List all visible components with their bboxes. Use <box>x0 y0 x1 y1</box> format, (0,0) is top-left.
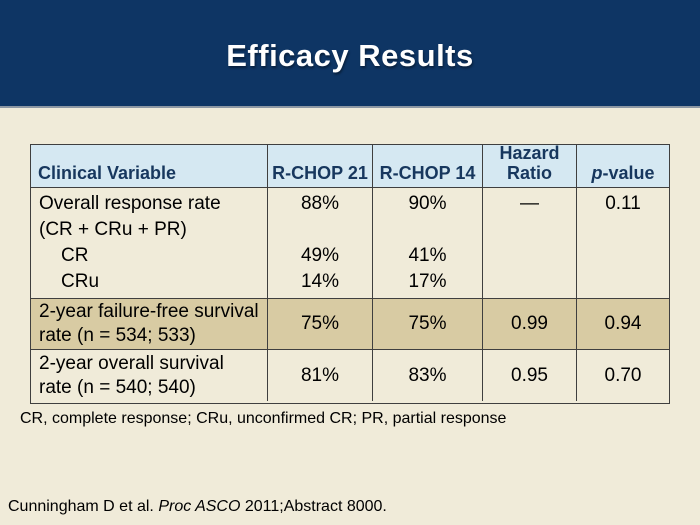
cell-ffs-rchop21: 75% <box>268 299 373 350</box>
table-row-overall-survival: 2-year overall survival rate (n = 540; 54… <box>31 350 669 401</box>
cr-rchop14: 41% <box>408 245 447 266</box>
header-p-value: p-value <box>577 145 669 188</box>
orr-hazard-ratio: — <box>520 193 539 214</box>
cell-orr-p-value: 0.11 <box>577 188 669 299</box>
cru-rchop14: 17% <box>408 271 447 292</box>
header-label: Clinical Variable <box>38 163 177 183</box>
os-rchop14: 83% <box>408 364 447 386</box>
cell-os-label: 2-year overall survival rate (n = 540; 54… <box>31 350 268 401</box>
ffs-rchop14: 75% <box>408 313 447 334</box>
cell-ffs-label: 2-year failure-free survival rate (n = 53… <box>31 299 268 350</box>
ffs-p-value: 0.94 <box>604 313 642 334</box>
os-p-value: 0.70 <box>604 364 642 386</box>
os-hazard-ratio: 0.95 <box>511 364 548 386</box>
table-header-row: Clinical Variable R-CHOP 21 R-CHOP 14 Ha… <box>31 145 669 188</box>
citation-journal: Proc ASCO <box>158 498 241 515</box>
header-rchop21: R-CHOP 21 <box>268 145 373 188</box>
cell-os-rchop21: 81% <box>268 350 373 401</box>
cell-ffs-rchop14: 75% <box>373 299 483 350</box>
title-band: Efficacy Results <box>0 0 700 108</box>
citation-prefix: Cunningham D et al. <box>8 498 159 515</box>
header-hazard-ratio: Hazard Ratio <box>483 145 577 188</box>
cell-ffs-p-value: 0.94 <box>577 299 669 350</box>
ffs-hazard-ratio: 0.99 <box>511 313 548 334</box>
table-row-failure-free-survival: 2-year failure-free survival rate (n = 53… <box>31 299 669 350</box>
header-label: R-CHOP 21 <box>272 163 368 183</box>
header-label: Hazard Ratio <box>499 145 560 183</box>
citation-suffix: 2011;Abstract 8000. <box>240 498 387 515</box>
cell-os-p-value: 0.70 <box>577 350 669 401</box>
p-italic: p <box>591 163 603 183</box>
citation: Cunningham D et al. Proc ASCO 2011;Abstr… <box>8 498 387 516</box>
cell-os-hazard-ratio: 0.95 <box>483 350 577 401</box>
cr-rchop21: 49% <box>300 245 340 266</box>
slide-title: Efficacy Results <box>226 38 474 73</box>
os-label-line1: 2-year overall survival <box>39 352 224 374</box>
os-rchop21: 81% <box>300 364 340 386</box>
orr-label-cru: CRu <box>61 271 100 292</box>
p-rest: -value <box>602 163 655 183</box>
table-row-overall-response: Overall response rate (CR + CRu + PR) CR… <box>31 188 669 299</box>
cell-orr-label: Overall response rate (CR + CRu + PR) CR… <box>31 188 268 299</box>
os-label-line2: rate (n = 540; 540) <box>39 376 196 398</box>
cell-ffs-hazard-ratio: 0.99 <box>483 299 577 350</box>
cell-orr-rchop14: 90% 41% 17% <box>373 188 483 299</box>
header-clinical-variable: Clinical Variable <box>31 145 268 188</box>
cru-rchop21: 14% <box>300 271 340 292</box>
orr-label-line2: (CR + CRu + PR) <box>39 219 187 240</box>
orr-p-value: 0.11 <box>605 193 641 214</box>
cell-orr-rchop21: 88% 49% 14% <box>268 188 373 299</box>
ffs-rchop21: 75% <box>300 313 340 334</box>
orr-rchop14: 90% <box>408 193 447 214</box>
header-label: p-value <box>591 163 654 183</box>
ffs-label-line2: rate (n = 534; 533) <box>39 325 196 346</box>
orr-rchop21: 88% <box>300 193 340 214</box>
abbreviations-footnote: CR, complete response; CRu, unconfirmed … <box>20 410 507 427</box>
cell-os-rchop14: 83% <box>373 350 483 401</box>
cell-orr-hazard-ratio: — <box>483 188 577 299</box>
orr-label-cr: CR <box>61 245 89 266</box>
header-label: R-CHOP 14 <box>379 163 476 183</box>
ffs-label-line1: 2-year failure-free survival <box>39 301 259 322</box>
header-rchop14: R-CHOP 14 <box>373 145 483 188</box>
orr-label-line1: Overall response rate <box>39 193 221 214</box>
efficacy-results-table: Clinical Variable R-CHOP 21 R-CHOP 14 Ha… <box>30 144 670 404</box>
